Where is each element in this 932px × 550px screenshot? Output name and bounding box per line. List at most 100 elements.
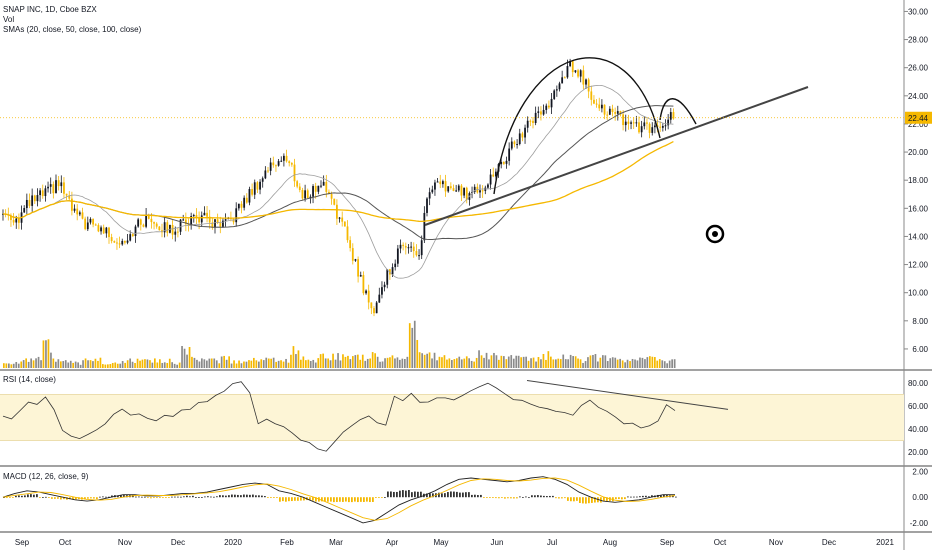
candle-body xyxy=(386,269,389,285)
macd-histogram-bar xyxy=(279,497,281,502)
volume-bar xyxy=(460,359,463,368)
volume-bar xyxy=(64,360,67,368)
volume-bar xyxy=(337,353,339,368)
candle-body xyxy=(261,178,264,182)
macd-histogram-bar xyxy=(627,496,629,498)
macd-histogram-bar xyxy=(201,497,203,498)
candle-body xyxy=(529,120,532,122)
volume-bar xyxy=(225,359,228,368)
macd-histogram-bar xyxy=(252,494,254,498)
candle-body xyxy=(569,61,571,67)
candle-body xyxy=(383,284,386,288)
x-tick-label: Jun xyxy=(491,538,504,547)
price-tick-label: 30.00 xyxy=(908,7,929,16)
macd-tick-label: 0.00 xyxy=(912,493,928,502)
candle-body xyxy=(404,246,407,248)
price-tick-label: 26.00 xyxy=(908,64,929,73)
candle-body xyxy=(407,247,410,249)
candle-body xyxy=(566,66,569,78)
volume-bar xyxy=(644,359,646,368)
volume-bar xyxy=(62,361,65,368)
candle-body xyxy=(280,160,283,162)
volume-bar xyxy=(656,360,659,368)
candle-body xyxy=(328,191,330,195)
candle-body xyxy=(524,127,526,138)
candle-body xyxy=(36,195,39,202)
macd-histogram-bar xyxy=(162,497,164,499)
candle-body xyxy=(290,163,293,165)
candle-body xyxy=(153,222,155,224)
candle-body xyxy=(94,224,97,226)
x-tick-label: Dec xyxy=(171,538,185,547)
volume-bar xyxy=(512,358,515,368)
volume-bar xyxy=(423,354,426,368)
candle-body xyxy=(121,240,124,245)
candle-body xyxy=(147,214,150,219)
volume-bar xyxy=(673,359,676,368)
macd-histogram-bar xyxy=(591,497,593,503)
macd-histogram-bar xyxy=(459,492,461,498)
macd-histogram-bar xyxy=(303,497,305,501)
candle-body xyxy=(272,162,275,166)
macd-histogram-bar xyxy=(642,495,644,498)
macd-histogram-bar xyxy=(12,497,14,499)
candle-body xyxy=(129,234,132,241)
candle-body xyxy=(243,197,246,208)
volume-bar xyxy=(503,356,505,368)
volume-bar xyxy=(646,357,649,368)
volume-bar xyxy=(287,362,290,368)
macd-histogram-bar xyxy=(147,497,149,499)
macd-histogram-bar xyxy=(96,497,98,500)
volume-bar xyxy=(651,356,654,368)
volume-bar xyxy=(592,354,594,368)
macd-signal-line xyxy=(2,477,676,521)
volume-bar xyxy=(483,357,485,368)
volume-bar xyxy=(604,355,607,368)
candle-body xyxy=(590,91,593,100)
candle-body xyxy=(442,181,444,185)
candle-body xyxy=(92,218,94,225)
volume-bar xyxy=(478,350,480,368)
volume-bar xyxy=(50,352,52,368)
candle-body xyxy=(304,190,306,199)
volume-bar xyxy=(624,362,626,368)
candle-body xyxy=(81,212,84,219)
candle-body xyxy=(505,160,508,164)
volume-bar xyxy=(357,354,359,368)
macd-histogram-bar xyxy=(504,497,506,499)
candle-body xyxy=(57,180,60,187)
volume-bar xyxy=(379,361,381,368)
candle-body xyxy=(365,290,367,294)
candle-body xyxy=(240,203,243,208)
candle-body xyxy=(526,120,529,128)
macd-histogram-bar xyxy=(570,497,572,502)
volume-bar xyxy=(176,364,178,368)
volume-bar xyxy=(399,359,401,368)
volume-bar xyxy=(156,362,159,368)
macd-histogram-bar xyxy=(438,492,440,498)
macd-histogram-bar xyxy=(330,497,332,502)
candle-body xyxy=(460,185,463,196)
candle-body xyxy=(579,70,582,77)
volume-bar xyxy=(448,358,451,368)
macd-histogram-bar xyxy=(471,494,473,498)
macd-histogram-bar xyxy=(24,495,26,498)
volume-bar xyxy=(436,360,438,368)
candle-body xyxy=(206,212,208,217)
volume-bar xyxy=(161,362,164,368)
volume-bar xyxy=(577,358,579,368)
macd-histogram-bar xyxy=(90,497,92,499)
volume-bar xyxy=(312,359,315,368)
candle-body xyxy=(171,225,174,235)
volume-bar xyxy=(67,362,70,368)
candle-body xyxy=(651,127,654,133)
volume-bar xyxy=(597,361,599,368)
candle-body xyxy=(561,77,564,84)
macd-histogram-bar xyxy=(405,490,407,498)
volume-bar xyxy=(203,359,206,368)
volume-bar xyxy=(27,361,30,368)
volume-bar xyxy=(428,352,431,368)
macd-histogram-bar xyxy=(588,497,590,504)
price-tick-label: 18.00 xyxy=(908,176,929,185)
